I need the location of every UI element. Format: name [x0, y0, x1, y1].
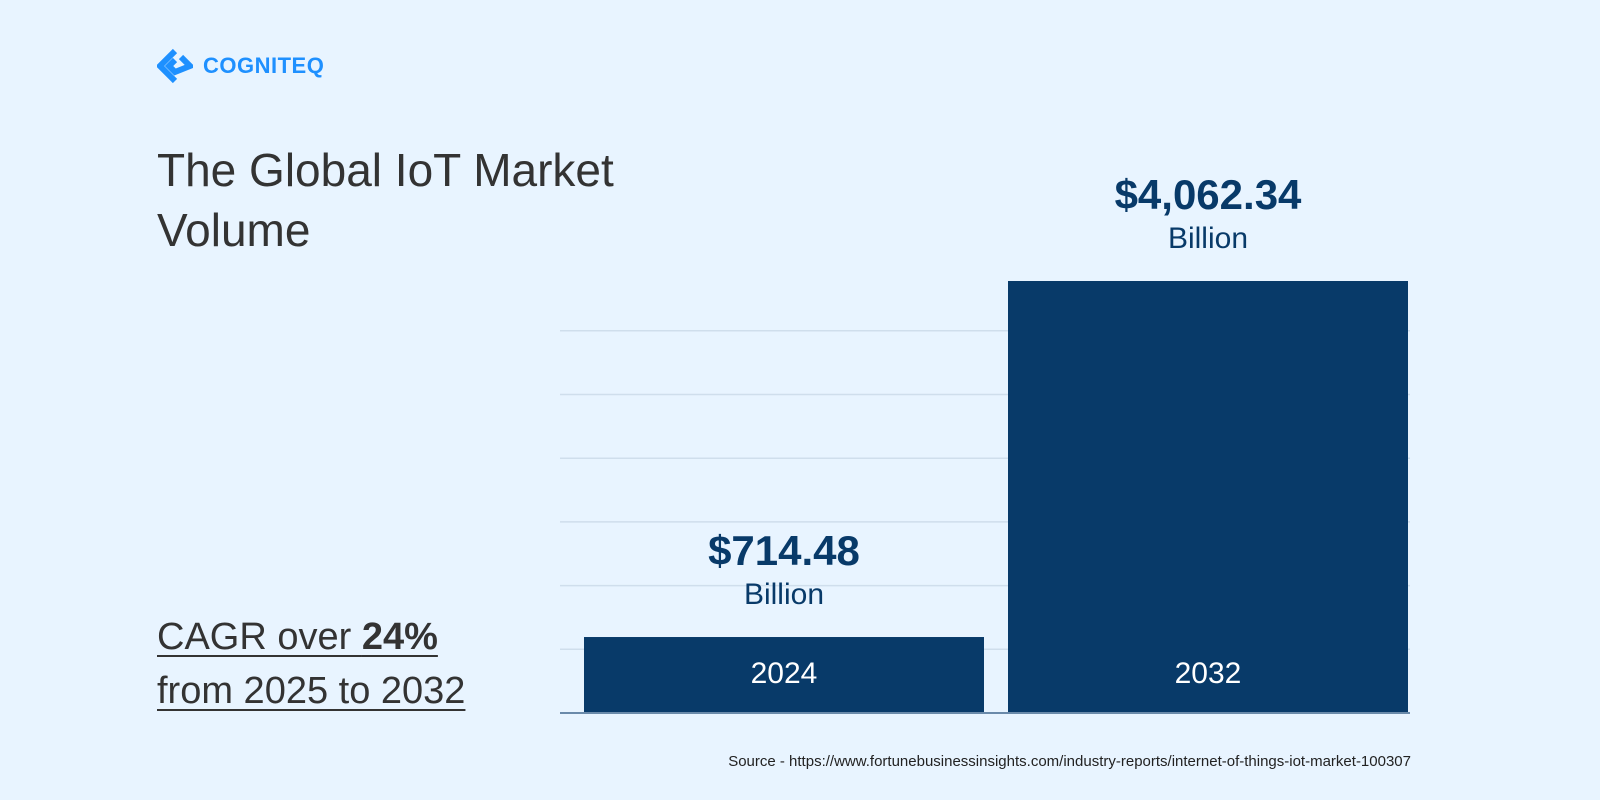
data-label-unit: Billion	[744, 578, 824, 611]
page-title: The Global IoT Market Volume	[157, 144, 614, 256]
cagr-prefix: CAGR over	[157, 616, 362, 658]
data-label-value: $4,062.34	[1115, 171, 1302, 218]
cogniteq-logo-icon	[157, 48, 193, 84]
data-label-unit: Billion	[1168, 222, 1248, 255]
brand-name: COGNITEQ	[203, 53, 325, 78]
cagr-value: 24%	[361, 616, 438, 658]
bar-2032	[1008, 281, 1408, 713]
cagr-note: CAGR over 24% from 2025 to 2032	[157, 610, 465, 718]
x-tick-label: 2024	[751, 657, 818, 690]
x-tick-label: 2032	[1175, 657, 1242, 690]
data-label-value: $714.48	[708, 527, 860, 574]
brand-logo: COGNITEQ	[157, 48, 324, 84]
source-note: Source - https://www.fortunebusinessinsi…	[728, 753, 1411, 770]
bar-2024	[584, 637, 984, 713]
cagr-period: from 2025 to 2032	[157, 670, 466, 712]
